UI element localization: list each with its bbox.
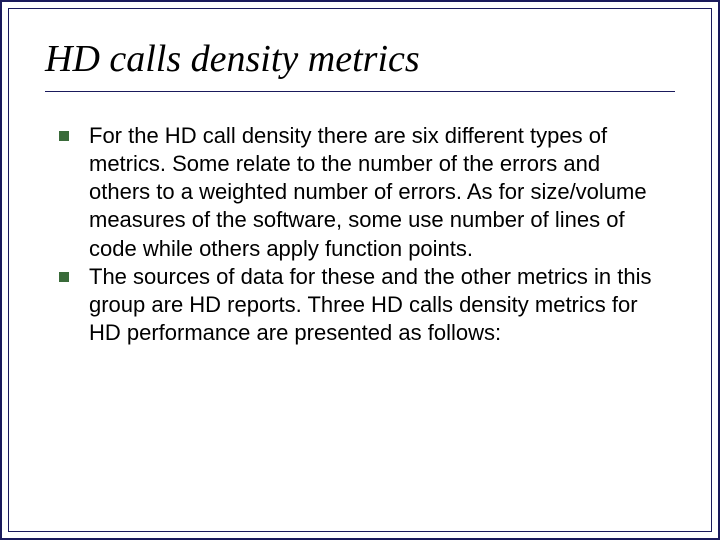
slide-body: For the HD call density there are six di… xyxy=(45,122,675,347)
slide-title: HD calls density metrics xyxy=(45,37,675,92)
bullet-text: The sources of data for these and the ot… xyxy=(89,263,665,347)
bullet-text: For the HD call density there are six di… xyxy=(89,122,665,263)
slide-outer-frame: HD calls density metrics For the HD call… xyxy=(0,0,720,540)
list-item: For the HD call density there are six di… xyxy=(59,122,665,263)
slide-inner-frame: HD calls density metrics For the HD call… xyxy=(8,8,712,532)
list-item: The sources of data for these and the ot… xyxy=(59,263,665,347)
square-bullet-icon xyxy=(59,272,69,282)
square-bullet-icon xyxy=(59,131,69,141)
